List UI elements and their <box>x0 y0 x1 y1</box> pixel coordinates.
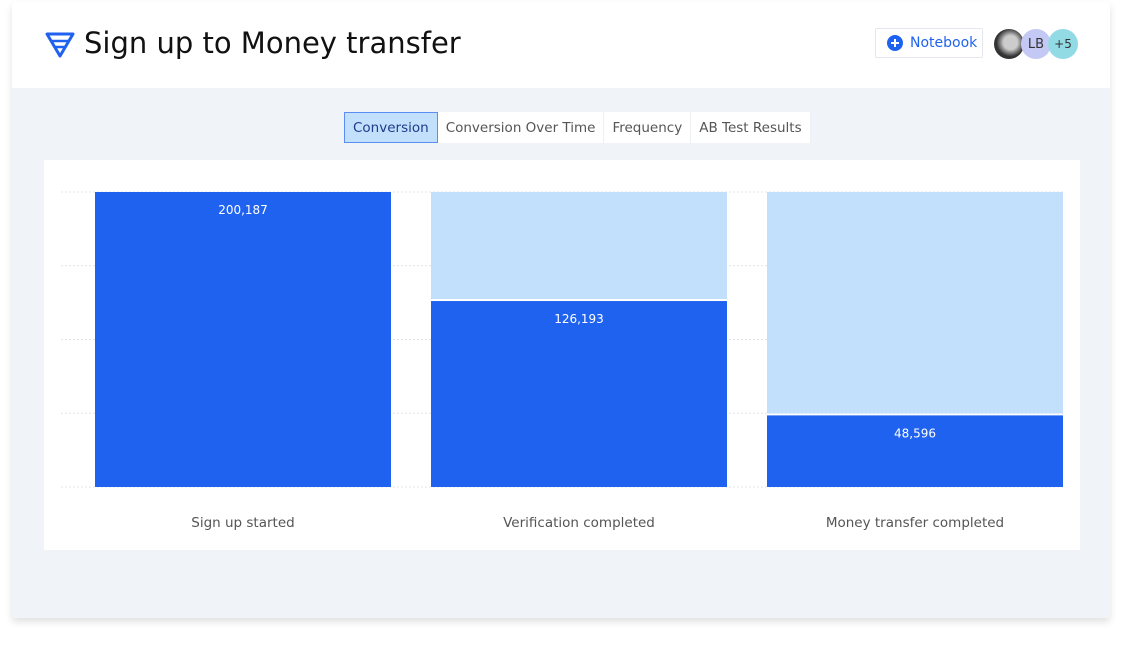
bar <box>95 192 391 487</box>
notebook-label: Notebook <box>910 35 978 51</box>
bar <box>431 301 727 487</box>
tab-ab-test-results[interactable]: AB Test Results <box>691 112 811 143</box>
avatar[interactable]: LB <box>1021 29 1051 59</box>
avatar-more[interactable]: +5 <box>1048 29 1078 59</box>
data-label: 126,193 <box>554 312 604 326</box>
bar <box>767 415 1063 487</box>
notebook-button[interactable]: Notebook <box>875 28 983 58</box>
data-label: 48,596 <box>894 426 936 440</box>
funnel-chart: 200,187 Sign up started 126,193 Verificatio… <box>61 191 1064 531</box>
category-label: Sign up started <box>191 515 294 531</box>
bar-remaining <box>431 192 727 300</box>
bar-remaining <box>767 192 1063 414</box>
tab-conversion[interactable]: Conversion <box>344 112 438 143</box>
data-label: 200,187 <box>218 203 268 217</box>
funnel-icon <box>45 32 75 58</box>
report-card: Sign up to Money transfer Notebook LB +5… <box>12 2 1110 618</box>
category-label: Money transfer completed <box>826 515 1004 531</box>
category-label: Verification completed <box>503 515 655 531</box>
view-tabs: Conversion Conversion Over Time Frequenc… <box>344 112 811 143</box>
page-title: Sign up to Money transfer <box>84 26 461 60</box>
plus-circle-icon <box>887 35 903 51</box>
chart-panel: 200,187 Sign up started 126,193 Verificatio… <box>44 160 1080 550</box>
tab-conversion-over-time[interactable]: Conversion Over Time <box>438 112 605 143</box>
tab-frequency[interactable]: Frequency <box>604 112 692 143</box>
avatar-photo[interactable] <box>994 29 1024 59</box>
header: Sign up to Money transfer Notebook LB +5 <box>12 2 1110 88</box>
